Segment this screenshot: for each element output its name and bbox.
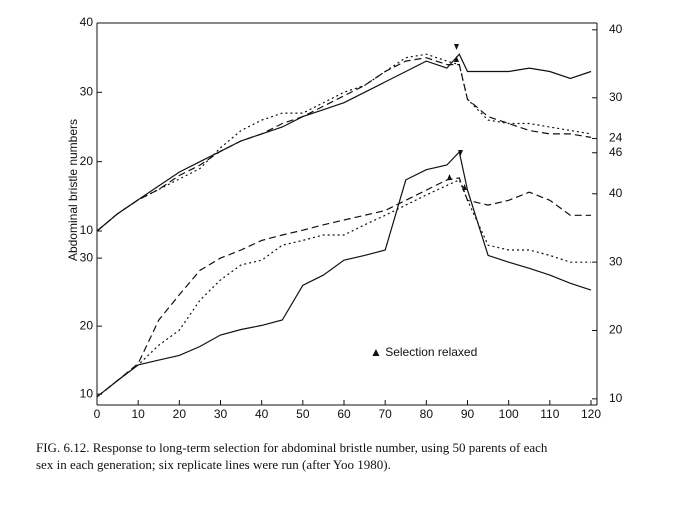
- series-line: [96, 150, 592, 398]
- caption-line: FIG. 6.12. Response to long-term selecti…: [36, 440, 548, 455]
- series-line: [96, 53, 592, 232]
- x-tick-label: 50: [296, 407, 310, 421]
- series-line: [96, 177, 591, 398]
- x-tick-label: 80: [420, 407, 434, 421]
- y2-tick-label: 10: [609, 391, 623, 405]
- x-tick-label: 0: [94, 407, 101, 421]
- x-tick-label: 110: [540, 407, 559, 421]
- x-tick-label: 10: [131, 407, 145, 421]
- x-tick-label: 120: [581, 407, 601, 421]
- caption-line: sex in each generation; six replicate li…: [36, 457, 391, 472]
- relax-marker: [447, 174, 452, 180]
- frame: [96, 22, 598, 406]
- y2-tick-label: 40: [609, 22, 623, 36]
- x-tick-label: 60: [337, 407, 351, 421]
- relax-marker: [454, 44, 459, 50]
- x-tick-label: 100: [499, 407, 519, 421]
- series-line: [96, 57, 592, 232]
- x-tick-label: 30: [214, 407, 228, 421]
- y2-tick-label: 30: [609, 90, 623, 104]
- y-tick-label: 20: [80, 318, 94, 332]
- x-tick-label: 20: [173, 407, 187, 421]
- series-line: [96, 179, 591, 398]
- y2-tick-label: 20: [609, 323, 623, 337]
- y-tick-label: 40: [80, 15, 94, 29]
- y-tick-label: 30: [80, 250, 94, 264]
- y2-tick-label: 46: [609, 145, 623, 159]
- y2-tick-label: 30: [609, 254, 623, 268]
- y-tick-label: 10: [80, 223, 94, 237]
- annotation: ▲ Selection relaxed: [370, 345, 477, 359]
- x-tick-label: 40: [255, 407, 269, 421]
- y-tick-label: 20: [80, 154, 94, 168]
- y-tick-label: 30: [80, 85, 94, 99]
- x-tick-label: 90: [461, 407, 475, 421]
- y-tick-label: 10: [80, 386, 94, 400]
- series-line: [96, 53, 592, 232]
- relax-marker: [454, 56, 459, 62]
- y-axis-label: Abdominal bristle numbers: [66, 119, 80, 261]
- x-tick-label: 70: [378, 407, 392, 421]
- y2-tick-label: 40: [609, 186, 623, 200]
- y2-tick-label: 24: [609, 131, 623, 145]
